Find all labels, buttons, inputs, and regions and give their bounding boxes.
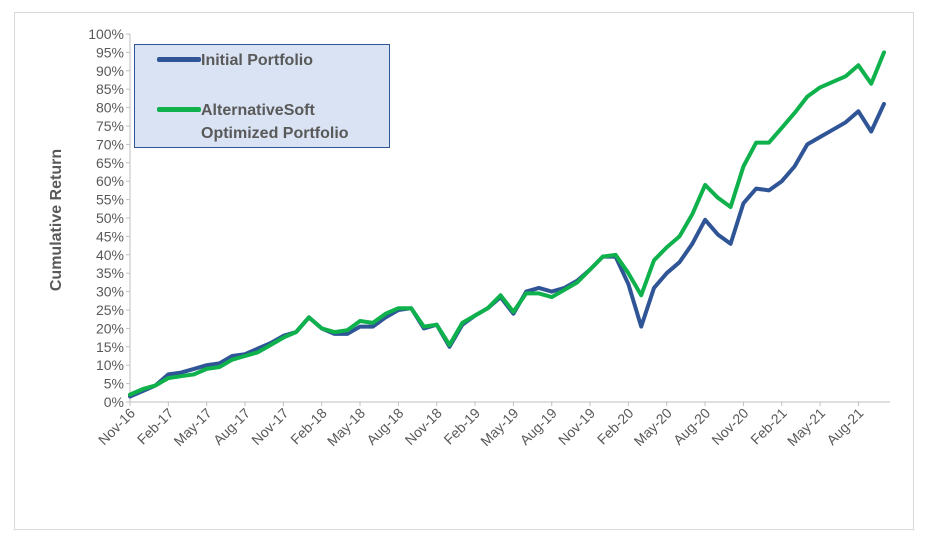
- y-tick-label: 50%: [96, 210, 124, 226]
- x-tick-label: Nov-18: [402, 405, 445, 448]
- x-tick-label: May-20: [631, 405, 675, 449]
- series-line-optimized: [128, 50, 886, 397]
- y-tick-label: 10%: [96, 357, 124, 373]
- y-tick-label: 35%: [96, 265, 124, 281]
- x-tick-label: Aug-18: [363, 405, 406, 448]
- y-tick-label: 90%: [96, 63, 124, 79]
- y-tick-label: 55%: [96, 192, 124, 208]
- x-tick-label: May-21: [784, 405, 828, 449]
- legend-label-optimized: AlternativeSoft Optimized Portfolio: [201, 102, 349, 142]
- x-tick-label: Nov-17: [248, 405, 291, 448]
- x-tick-label: Nov-16: [95, 405, 138, 448]
- y-tick-label: 95%: [96, 44, 124, 60]
- y-tick-label: 30%: [96, 284, 124, 300]
- y-tick-label: 75%: [96, 118, 124, 134]
- x-tick-label: Feb-17: [134, 405, 177, 448]
- x-tick-label: Feb-21: [747, 405, 790, 448]
- x-tick-label: Aug-21: [823, 405, 866, 448]
- y-tick-label: 80%: [96, 100, 124, 116]
- legend-swatch-initial: [157, 57, 201, 62]
- series-lines: [128, 50, 886, 399]
- legend-item-initial: Initial Portfolio: [157, 49, 381, 72]
- y-tick-label: 45%: [96, 228, 124, 244]
- y-tick-label: 15%: [96, 339, 124, 355]
- y-tick-label: 20%: [96, 320, 124, 336]
- y-axis-label: Cumulative Return: [48, 149, 65, 291]
- y-tick-label: 85%: [96, 81, 124, 97]
- x-tick-label: May-17: [170, 405, 214, 449]
- y-tick-label: 100%: [88, 26, 124, 42]
- y-tick-label: 25%: [96, 302, 124, 318]
- y-tick-label: 40%: [96, 247, 124, 263]
- legend: Initial Portfolio AlternativeSoft Optimi…: [134, 44, 390, 148]
- y-axis-ticks: 0% 5% 10% 15% 20% 25% 30% 35% 40% 45% 50% 55% 60% 65%…: [88, 26, 130, 410]
- x-tick-label: Aug-17: [210, 405, 253, 448]
- x-tick-label: May-19: [477, 405, 521, 449]
- x-tick-label: Feb-18: [287, 405, 330, 448]
- x-axis-ticks: Nov-16Feb-17May-17Aug-17Nov-17Feb-18May-…: [95, 402, 867, 449]
- y-tick-label: 60%: [96, 173, 124, 189]
- legend-item-optimized: AlternativeSoft Optimized Portfolio: [157, 99, 381, 145]
- x-tick-label: Aug-19: [517, 405, 560, 448]
- y-tick-label: 5%: [104, 376, 124, 392]
- legend-swatch-optimized: [157, 107, 201, 112]
- y-tick-label: 65%: [96, 155, 124, 171]
- x-tick-label: Nov-19: [555, 405, 598, 448]
- legend-label-initial: Initial Portfolio: [201, 52, 313, 69]
- x-tick-label: Nov-20: [708, 405, 751, 448]
- x-tick-label: Feb-19: [440, 405, 483, 448]
- x-tick-label: May-18: [324, 405, 368, 449]
- y-tick-label: 0%: [104, 394, 124, 410]
- x-tick-label: Feb-20: [594, 405, 637, 448]
- y-tick-label: 70%: [96, 136, 124, 152]
- x-tick-label: Aug-20: [670, 405, 713, 448]
